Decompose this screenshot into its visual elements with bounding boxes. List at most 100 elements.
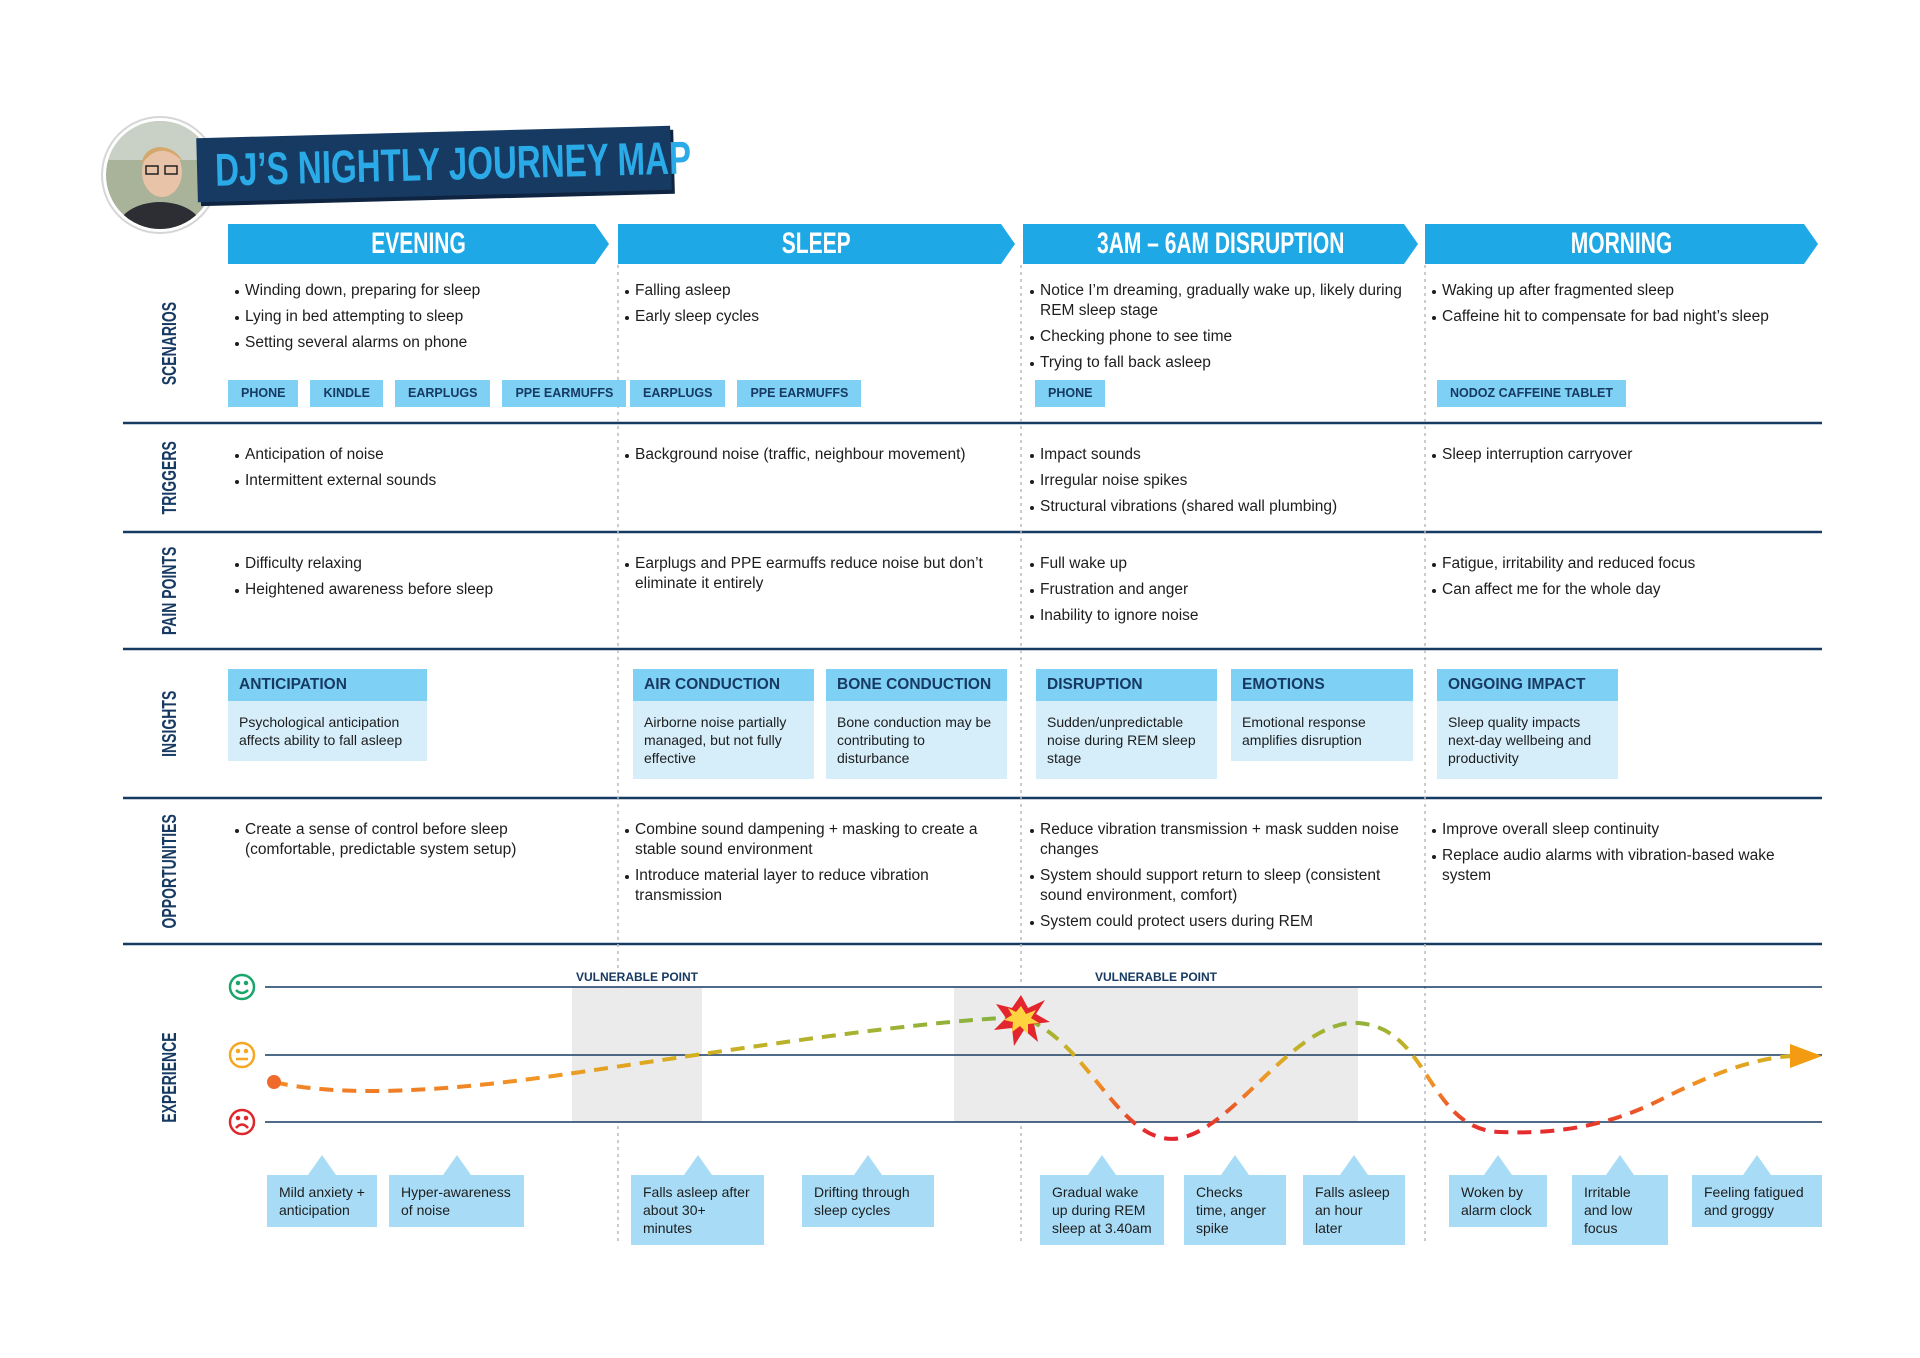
bullet-item: Fatigue, irritability and reduced focus [1431, 554, 1804, 574]
insight-card: ANTICIPATION Psychological anticipation a… [228, 669, 427, 761]
bullet-item: Frustration and anger [1029, 580, 1404, 600]
moment-card: Feeling fatigued and groggy [1692, 1155, 1822, 1227]
bullet-item: Full wake up [1029, 554, 1404, 574]
vulnerable-label: VULNERABLE POINT [575, 970, 698, 984]
bullet-item: Intermittent external sounds [234, 471, 595, 491]
insight-text: Sleep quality impacts next-day wellbeing… [1437, 701, 1618, 779]
bullet-list: Fatigue, irritability and reduced focus C… [1431, 554, 1804, 606]
moment-card: Hyper-awareness of noise [389, 1155, 524, 1227]
bullet-item: Impact sounds [1029, 445, 1404, 465]
bullet-item: Checking phone to see time [1029, 327, 1404, 347]
bullet-item: Anticipation of noise [234, 445, 595, 465]
insight-card: EMOTIONS Emotional response amplifies dis… [1231, 669, 1413, 761]
row-label-text: INSIGHTS [159, 690, 181, 757]
bullet-item: System should support return to sleep (c… [1029, 866, 1404, 906]
insight-text: Psychological anticipation affects abili… [228, 701, 427, 761]
bullet-item: Inability to ignore noise [1029, 606, 1404, 626]
tag-group: PHONE KINDLE EARPLUGS PPE EARMUFFS [228, 380, 627, 407]
moment-card: Gradual wake up during REM sleep at 3.40… [1040, 1155, 1164, 1245]
mood-faces [228, 973, 256, 1136]
bullet-item: Sleep interruption carryover [1431, 445, 1804, 465]
moment-card: Irritable and low focus [1572, 1155, 1668, 1245]
bullet-item: Difficulty relaxing [234, 554, 595, 574]
bullet-list: Sleep interruption carryover [1431, 445, 1804, 471]
moment-card: Woken by alarm clock [1449, 1155, 1547, 1227]
tag: PHONE [228, 380, 299, 407]
insight-text: Airborne noise partially managed, but no… [633, 701, 814, 779]
row-label-text: EXPERIENCE [159, 1032, 181, 1124]
tag: EARPLUGS [394, 380, 491, 407]
bullet-list: Improve overall sleep continuity Replace … [1431, 820, 1804, 892]
bullet-item: Reduce vibration transmission + mask sud… [1029, 820, 1404, 860]
stage-title: SLEEP [782, 227, 851, 260]
insight-title: AIR CONDUCTION [633, 669, 814, 701]
insight-text: Sudden/unpredictable noise during REM sl… [1036, 701, 1217, 779]
bullet-item: Heightened awareness before sleep [234, 580, 595, 600]
row-label: EXPERIENCE [155, 958, 185, 1198]
bullet-item: Structural vibrations (shared wall plumb… [1029, 497, 1404, 517]
tag: PPE EARMUFFS [737, 380, 862, 407]
insight-card: BONE CONDUCTION Bone conduction may be co… [826, 669, 1007, 779]
bullet-item: Irregular noise spikes [1029, 471, 1404, 491]
tag: NODOZ CAFFEINE TABLET [1437, 380, 1626, 407]
tag: KINDLE [310, 380, 383, 407]
vulnerable-label: VULNERABLE POINT [1094, 970, 1217, 984]
bullet-item: Can affect me for the whole day [1431, 580, 1804, 600]
bullet-list: Waking up after fragmented sleep Caffeine… [1431, 281, 1804, 333]
bullet-list: Anticipation of noise Intermittent extern… [234, 445, 595, 497]
mood-lines [265, 986, 1822, 1123]
moment-card: Drifting through sleep cycles [802, 1155, 934, 1227]
title: DJ’S NIGHTLY JOURNEY MAP [214, 131, 692, 196]
disruption-burst-core [1004, 1006, 1039, 1034]
stage-header: MORNING [1425, 224, 1818, 264]
row-label-text: OPPORTUNITIES [159, 813, 181, 929]
insight-text: Emotional response amplifies disruption [1231, 701, 1413, 761]
bullet-item: Combine sound dampening + masking to cre… [624, 820, 1001, 860]
bullet-item: Replace audio alarms with vibration-base… [1431, 846, 1804, 886]
insight-title: ONGOING IMPACT [1437, 669, 1618, 701]
moment-card: Checks time, anger spike [1184, 1155, 1286, 1245]
bullet-list: Falling asleep Early sleep cycles [624, 281, 1001, 333]
bullet-list: Combine sound dampening + masking to cre… [624, 820, 1001, 912]
stage-header: 3AM – 6AM DISRUPTION [1023, 224, 1418, 264]
stage-header: SLEEP [618, 224, 1015, 264]
bullet-item: Caffeine hit to compensate for bad night… [1431, 307, 1804, 327]
stage-title: EVENING [371, 227, 466, 260]
moment-card: Falls asleep after about 30+ minutes [631, 1155, 764, 1245]
title-banner: DJ’S NIGHTLY JOURNEY MAP [196, 125, 692, 203]
bullet-item: Notice I’m dreaming, gradually wake up, … [1029, 281, 1404, 321]
insight-card: ONGOING IMPACT Sleep quality impacts next… [1437, 669, 1618, 779]
bullet-list: Winding down, preparing for sleep Lying i… [234, 281, 595, 359]
bullet-item: Lying in bed attempting to sleep [234, 307, 595, 327]
bullet-item: Winding down, preparing for sleep [234, 281, 595, 301]
tag-group: EARPLUGS PPE EARMUFFS [630, 380, 862, 407]
tag-group: NODOZ CAFFEINE TABLET [1437, 380, 1626, 407]
bullet-list: Earplugs and PPE earmuffs reduce noise b… [624, 554, 1001, 600]
insight-title: ANTICIPATION [228, 669, 427, 701]
bullet-item: Earplugs and PPE earmuffs reduce noise b… [624, 554, 1001, 594]
insight-text: Bone conduction may be contributing to d… [826, 701, 1007, 779]
bullet-list: Notice I’m dreaming, gradually wake up, … [1029, 281, 1404, 379]
curve-start [267, 1075, 281, 1089]
bullet-item: System could protect users during REM [1029, 912, 1404, 932]
bullet-item: Setting several alarms on phone [234, 333, 595, 353]
bullet-list: Background noise (traffic, neighbour mov… [624, 445, 1001, 471]
moment-card: Mild anxiety + anticipation [267, 1155, 377, 1227]
tag: PPE EARMUFFS [502, 380, 627, 407]
bullet-list: Reduce vibration transmission + mask sud… [1029, 820, 1404, 938]
bullet-item: Early sleep cycles [624, 307, 1001, 327]
tag-group: PHONE [1035, 380, 1106, 407]
bullet-list: Create a sense of control before sleep (… [234, 820, 595, 866]
bullet-item: Trying to fall back asleep [1029, 353, 1404, 373]
bullet-item: Introduce material layer to reduce vibra… [624, 866, 1001, 906]
tag: PHONE [1035, 380, 1106, 407]
insight-card: AIR CONDUCTION Airborne noise partially m… [633, 669, 814, 779]
stage-title: 3AM – 6AM DISRUPTION [1096, 227, 1345, 260]
insight-title: DISRUPTION [1036, 669, 1217, 701]
insight-title: BONE CONDUCTION [826, 669, 1007, 701]
stage-header: EVENING [228, 224, 609, 264]
bullet-item: Create a sense of control before sleep (… [234, 820, 595, 860]
bullet-list: Full wake up Frustration and anger Inabili… [1029, 554, 1404, 632]
